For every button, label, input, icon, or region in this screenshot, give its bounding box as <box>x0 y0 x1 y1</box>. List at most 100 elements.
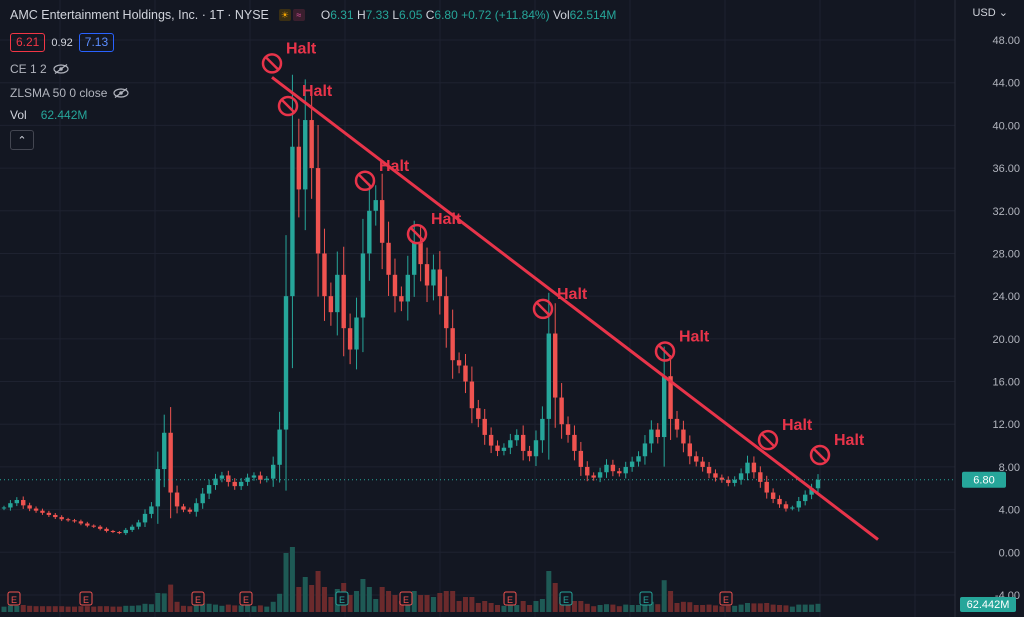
volume-bar <box>603 604 609 612</box>
candle-body <box>40 510 45 513</box>
eye-crossed-icon[interactable] <box>53 64 69 74</box>
candle-body <box>732 479 737 483</box>
low-value: 6.05 <box>399 8 423 22</box>
volume-bar <box>123 605 129 612</box>
earnings-marker[interactable] <box>559 591 573 606</box>
candle-body <box>591 475 596 478</box>
trendline[interactable] <box>271 76 879 541</box>
volume-bar <box>719 606 725 612</box>
candle-body <box>27 505 32 509</box>
earnings-marker[interactable] <box>719 591 733 606</box>
volume-bar <box>238 605 244 612</box>
volume-bar <box>33 606 39 612</box>
indicator-volume[interactable]: Vol 62.442M <box>10 108 87 122</box>
volume-bar <box>283 553 289 612</box>
halt-label: Halt <box>782 417 813 434</box>
volume-bar <box>629 605 635 612</box>
candle-body <box>706 466 712 474</box>
volume-bar <box>430 597 436 612</box>
halt-label: Halt <box>679 329 710 346</box>
earnings-marker[interactable] <box>79 591 93 606</box>
halt-icon <box>261 53 283 74</box>
indicator-label: ZLSMA 50 0 close <box>10 86 108 100</box>
volume-bar <box>14 605 20 612</box>
candle-body <box>418 242 423 265</box>
volume-bar <box>597 605 603 612</box>
candle-body <box>700 461 705 467</box>
candle-body <box>527 450 532 457</box>
volume-bar <box>610 604 616 612</box>
candle-body <box>213 478 218 486</box>
volume-bar <box>328 597 334 612</box>
earnings-marker[interactable] <box>503 591 517 606</box>
candle-body <box>33 508 39 511</box>
volume-bar <box>7 605 13 612</box>
candle-body <box>617 471 622 474</box>
earnings-marker[interactable] <box>639 591 653 606</box>
candle-body <box>97 526 103 529</box>
axis-tick-label: 48.00 <box>992 35 1020 47</box>
eye-crossed-icon[interactable] <box>113 88 129 98</box>
candle-body <box>540 418 545 441</box>
candle-body <box>572 434 577 451</box>
volume-bar <box>584 603 590 612</box>
volume-bar <box>642 602 648 612</box>
volume-bar <box>1 606 7 612</box>
earnings-marker[interactable] <box>335 591 349 606</box>
candle-body <box>226 475 231 482</box>
volume-bar <box>72 606 78 612</box>
volume-bar <box>462 597 468 612</box>
candle-body <box>21 500 26 506</box>
symbol-title[interactable]: AMC Entertainment Holdings, Inc. · 1T · … <box>10 8 269 22</box>
candle-body <box>802 494 808 502</box>
candle-body <box>751 462 757 473</box>
volume-bar <box>78 606 84 612</box>
earnings-marker[interactable] <box>399 591 413 606</box>
volume-bar <box>680 601 686 612</box>
candle-body <box>476 408 481 419</box>
candle-body <box>290 146 295 297</box>
candle-body <box>219 475 225 479</box>
earnings-marker[interactable] <box>239 591 253 606</box>
volume-bar <box>180 605 186 612</box>
candle-body <box>565 424 571 435</box>
candle-body <box>520 434 526 451</box>
volume-bar <box>148 604 154 612</box>
earnings-marker[interactable] <box>191 591 205 606</box>
indicator-ce[interactable]: CE 1 2 <box>10 62 69 76</box>
candle-body <box>758 472 763 482</box>
volume-bar <box>488 603 494 612</box>
candle-body <box>431 269 436 286</box>
volume-tag-label: 62.442M <box>967 599 1010 611</box>
axis-tick-label: 16.00 <box>992 377 1020 389</box>
candle-body <box>386 242 391 275</box>
candle-body <box>1 507 7 509</box>
candle-body <box>251 475 257 478</box>
candle-body <box>206 485 212 494</box>
volume-bars <box>1 547 821 612</box>
collapse-legend-button[interactable]: ⌃ <box>10 130 34 150</box>
currency-selector[interactable]: USD ⌄ <box>972 6 1008 19</box>
sell-button[interactable]: 6.21 <box>10 33 46 52</box>
symbol-header: AMC Entertainment Holdings, Inc. · 1T · … <box>10 8 616 22</box>
halt-label: Halt <box>379 158 410 175</box>
candle-body <box>46 512 52 515</box>
open-value: 6.31 <box>330 8 354 22</box>
buy-button[interactable]: 7.13 <box>78 33 115 52</box>
volume-bar <box>270 601 276 612</box>
candle-body <box>91 525 96 527</box>
candle-body <box>200 493 205 504</box>
volume-bar <box>443 591 449 612</box>
chevron-up-icon: ⌃ <box>17 134 27 147</box>
candle-body <box>335 274 340 313</box>
earnings-marker[interactable] <box>7 591 21 606</box>
axis-tick-label: 8.00 <box>999 462 1020 474</box>
volume-bar <box>97 606 103 612</box>
candlestick-series <box>1 74 821 536</box>
indicator-zlsma[interactable]: ZLSMA 50 0 close <box>10 86 129 100</box>
volume-bar <box>321 587 327 612</box>
candle-body <box>315 168 321 254</box>
